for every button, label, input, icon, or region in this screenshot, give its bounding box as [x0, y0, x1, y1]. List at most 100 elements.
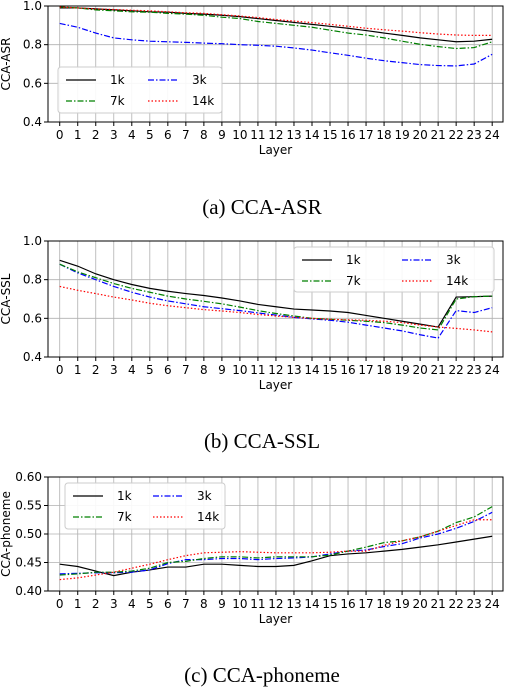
x-tick-label: 22: [449, 128, 464, 142]
x-tick-label: 2: [92, 363, 100, 377]
series-line-14k: [59, 519, 493, 581]
series-line-7k: [59, 506, 493, 576]
y-tick-label: 0.40: [15, 584, 42, 598]
x-tick-label: 19: [394, 128, 409, 142]
x-tick-label: 1: [74, 363, 82, 377]
x-tick-label: 14: [304, 128, 319, 142]
x-tick-label: 12: [268, 597, 283, 611]
legend: 1k 7k 3k 14k: [57, 66, 223, 114]
x-tick-label: 17: [358, 128, 373, 142]
series-line-7k: [59, 263, 493, 331]
x-tick-label: 14: [304, 363, 319, 377]
x-tick-label: 2: [92, 597, 100, 611]
legend-label-14k: 14k: [197, 510, 219, 524]
x-tick-label: 12: [268, 128, 283, 142]
x-tick-label: 20: [412, 597, 427, 611]
x-tick-label: 15: [322, 363, 337, 377]
x-tick-label: 3: [110, 128, 118, 142]
series-line-14k: [59, 6, 493, 36]
series-line-3k: [59, 22, 493, 67]
y-axis-label: CCA-SSL: [0, 273, 13, 324]
series-line-14k: [59, 285, 493, 333]
y-tick-label: 0.6: [23, 311, 42, 325]
x-tick-label: 14: [304, 597, 319, 611]
x-tick-label: 2: [92, 128, 100, 142]
x-tick-label: 23: [467, 128, 482, 142]
series-line-7k: [59, 6, 493, 50]
x-tick-label: 16: [340, 597, 355, 611]
x-tick-label: 6: [164, 363, 172, 377]
x-tick-label: 5: [146, 363, 154, 377]
legend-label-1k: 1k: [110, 73, 125, 87]
x-tick-label: 19: [394, 363, 409, 377]
figure-caption: (a) CCA-ASR: [202, 195, 322, 219]
x-tick-label: 3: [110, 597, 118, 611]
x-tick-label: 0: [56, 363, 64, 377]
x-tick-label: 15: [322, 597, 337, 611]
x-tick-label: 19: [394, 597, 409, 611]
x-tick-label: 10: [232, 597, 247, 611]
x-tick-label: 18: [376, 128, 391, 142]
y-tick-label: 1.0: [23, 234, 42, 248]
y-tick-label: 0.50: [15, 527, 42, 541]
legend: 1k 7k 3k 14k: [293, 246, 495, 293]
x-tick-label: 24: [485, 128, 500, 142]
y-tick-label: 0.4: [23, 350, 42, 364]
x-tick-label: 23: [467, 597, 482, 611]
y-tick-label: 0.55: [15, 499, 42, 513]
x-tick-label: 21: [430, 363, 445, 377]
x-tick-label: 8: [200, 597, 208, 611]
legend-label-7k: 7k: [110, 94, 125, 108]
x-tick-label: 23: [467, 363, 482, 377]
x-tick-label: 9: [218, 128, 226, 142]
series-line-1k: [59, 7, 493, 43]
legend-label-1k: 1k: [346, 253, 361, 267]
y-tick-label: 0.8: [23, 38, 42, 52]
legend-label-14k: 14k: [192, 94, 214, 108]
y-tick-label: 1.0: [23, 0, 42, 13]
x-tick-label: 13: [286, 597, 301, 611]
y-tick-label: 0.8: [23, 273, 42, 287]
legend-label-3k: 3k: [192, 73, 207, 87]
x-tick-label: 11: [250, 363, 265, 377]
legend-label-3k: 3k: [197, 489, 212, 503]
x-tick-label: 5: [146, 128, 154, 142]
x-tick-label: 12: [268, 363, 283, 377]
x-tick-label: 4: [128, 363, 136, 377]
y-tick-label: 0.45: [15, 556, 42, 570]
x-axis-label: Layer: [259, 612, 293, 626]
legend-label-7k: 7k: [346, 274, 361, 288]
x-tick-label: 4: [128, 597, 136, 611]
x-tick-label: 8: [200, 128, 208, 142]
x-tick-label: 5: [146, 597, 154, 611]
x-axis-label: Layer: [259, 378, 293, 392]
series-line-3k: [59, 263, 493, 339]
x-tick-label: 13: [286, 128, 301, 142]
x-tick-label: 16: [340, 363, 355, 377]
x-tick-label: 7: [182, 363, 190, 377]
figure-caption: (c) CCA-phoneme: [184, 663, 340, 687]
series-line-1k: [59, 259, 493, 328]
x-tick-label: 9: [218, 363, 226, 377]
x-tick-label: 17: [358, 597, 373, 611]
x-tick-label: 7: [182, 128, 190, 142]
x-tick-label: 16: [340, 128, 355, 142]
y-axis-label: CCA-phoneme: [0, 491, 13, 577]
x-tick-label: 7: [182, 597, 190, 611]
x-tick-label: 20: [412, 363, 427, 377]
x-tick-label: 24: [485, 597, 500, 611]
x-tick-label: 8: [200, 363, 208, 377]
x-tick-label: 6: [164, 597, 172, 611]
series-line-3k: [59, 511, 493, 575]
x-tick-label: 18: [376, 597, 391, 611]
y-tick-label: 0.60: [15, 470, 42, 484]
chart-1: 0 1 2 3 4 5 6 7 8 9 10 11 12 13 14 15 16 17 18 19 20 21 22 23 24…: [0, 0, 504, 219]
legend-label-3k: 3k: [446, 253, 461, 267]
x-tick-label: 10: [232, 363, 247, 377]
x-tick-label: 11: [250, 597, 265, 611]
figure-caption: (b) CCA-SSL: [204, 429, 320, 453]
x-tick-label: 11: [250, 128, 265, 142]
y-tick-label: 0.6: [23, 76, 42, 90]
x-tick-label: 1: [74, 128, 82, 142]
